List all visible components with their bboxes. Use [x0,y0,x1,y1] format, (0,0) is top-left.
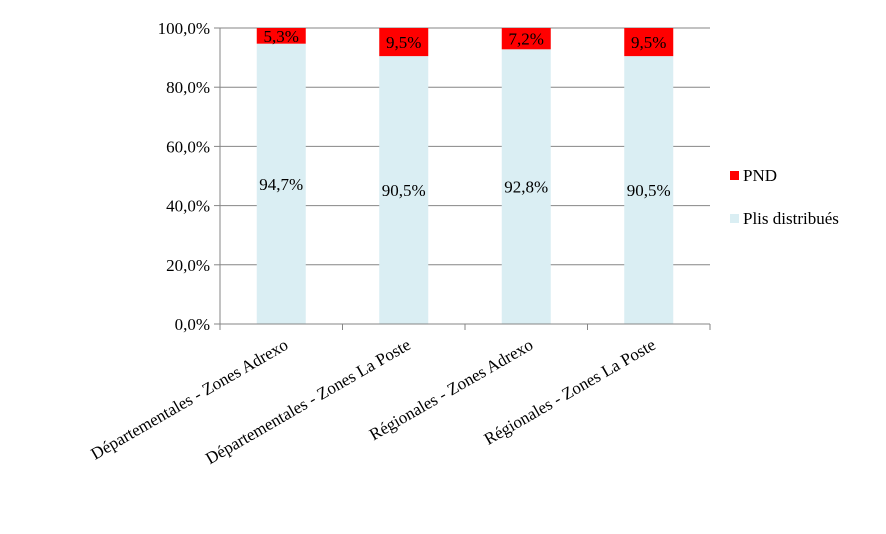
bar-segment [256,43,306,325]
y-tick-label: 60,0% [166,137,210,156]
bar-segment [501,49,551,324]
data-label: 92,8% [504,178,548,197]
bar-segment [624,28,674,57]
x-tick-label: Départementales - Zones Adrexo [88,335,292,464]
legend-entry: Plis distribués [743,209,839,228]
bar-segment [624,56,674,325]
data-label: 90,5% [627,181,671,200]
data-label: 5,3% [264,27,299,46]
bar-segment [379,28,429,57]
bar-segment [379,56,429,325]
data-label: 7,2% [509,30,544,49]
y-tick-label: 0,0% [175,315,210,334]
y-tick-label: 80,0% [166,78,210,97]
data-label: 90,5% [382,181,426,200]
x-tick-label: Départementales - Zones La Poste [202,335,413,468]
bars [256,28,674,325]
bar-segment [256,28,306,44]
data-label: 94,7% [259,175,303,194]
y-tick-label: 40,0% [166,197,210,216]
data-label: 9,5% [386,33,421,52]
legend-entry: PND [743,166,777,185]
legend-swatch [730,214,739,223]
legend-swatch [730,171,739,180]
data-labels: 94,7% 5,3% 90,5% 9,5% 92,8% 7,2% 90,5% 9,5% [259,27,670,200]
legend: PND Plis distribués [730,166,839,228]
y-tick-label: 100,0% [158,19,210,38]
bar-segment [501,28,551,50]
data-label: 9,5% [631,33,666,52]
y-tick-label: 20,0% [166,256,210,275]
